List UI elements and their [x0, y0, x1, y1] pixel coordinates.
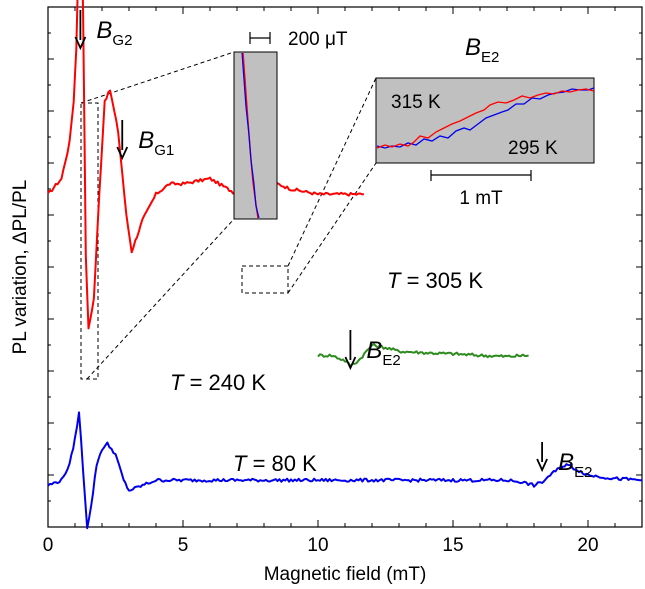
zoom-line-wide-top: [287, 77, 377, 267]
inset-wide-title-sub: E2: [481, 49, 499, 66]
series-label-305: T = 305 K: [387, 268, 483, 293]
annotation-label-B: B: [138, 127, 154, 154]
annotation-arrow-head: [344, 356, 357, 371]
inset-narrow-blue-trace: [241, 52, 260, 219]
annotation-arrow-head: [536, 458, 548, 473]
inset-wide-label-315: 315 K: [391, 92, 441, 113]
annotation-label: BE2: [558, 449, 592, 481]
annotation-label: BE2: [366, 337, 400, 369]
inset-wide-red-trace: [376, 88, 595, 149]
series-line-0: [47, 0, 364, 330]
inset-wide: BE2 315 K 295 K 1 mT: [375, 34, 595, 209]
zoom-box-wide: [241, 265, 289, 294]
inset-narrow-background: [233, 51, 278, 220]
x-tick-label: 0: [43, 535, 54, 556]
annotation-label-sub: E2: [574, 464, 592, 481]
y-axis-ticks: [48, 6, 642, 528]
x-axis-ticks: 0 5 10 15 20: [43, 7, 643, 556]
x-tick-label: 10: [307, 535, 328, 556]
inset-wide-scale-label: 1 mT: [459, 188, 503, 209]
series-label-240-rest: = 240 K: [183, 370, 266, 395]
annotation-label-sub: E2: [382, 352, 400, 369]
annotation-arrow-head: [74, 36, 87, 51]
inset-wide-scale-bar: 1 mT: [430, 170, 532, 209]
inset-narrow-scale-label: 200 μT: [288, 29, 348, 50]
series-label-240: T = 240 K: [170, 370, 266, 395]
zoom-line-wide-bottom: [287, 162, 377, 294]
series-label-305-rest: = 305 K: [400, 268, 483, 293]
annotation-label: BG1: [138, 127, 174, 159]
series-label-80-rest: = 80 K: [246, 451, 317, 476]
annotation-label-sub: G2: [112, 32, 132, 49]
zoom-line-narrow-top: [80, 51, 235, 104]
series-label-305-italic: T: [387, 268, 402, 293]
inset-wide-label-295: 295 K: [508, 138, 558, 159]
inset-narrow-scale-bar: 200 μT: [249, 29, 348, 50]
y-axis-label: PL variation, ΔPL/PL: [10, 180, 31, 355]
x-axis-label: Magnetic field (mT): [264, 564, 427, 585]
annotation-label-sub: G1: [154, 142, 174, 159]
annotation-label-B: B: [366, 337, 382, 364]
annotation-label: BG2: [96, 17, 132, 49]
zoom-box-narrow: [80, 102, 99, 380]
annotation-label-B: B: [558, 449, 574, 476]
inset-wide-title-B: B: [465, 34, 481, 61]
annotation-arrow-head: [116, 146, 129, 161]
zoom-indicators: [80, 51, 377, 380]
series-label-240-italic: T: [170, 370, 185, 395]
annotation-label-B: B: [96, 17, 112, 44]
series-label-80-italic: T: [233, 451, 248, 476]
series-line-2: [47, 411, 643, 530]
inset-narrow: 200 μT: [233, 29, 348, 220]
zoom-line-narrow-bottom: [86, 218, 235, 380]
series-label-80: T = 80 K: [233, 451, 317, 476]
inset-wide-title: BE2: [465, 34, 499, 66]
x-tick-label: 20: [577, 535, 598, 556]
x-tick-label: 5: [178, 535, 189, 556]
x-tick-label: 15: [442, 535, 463, 556]
